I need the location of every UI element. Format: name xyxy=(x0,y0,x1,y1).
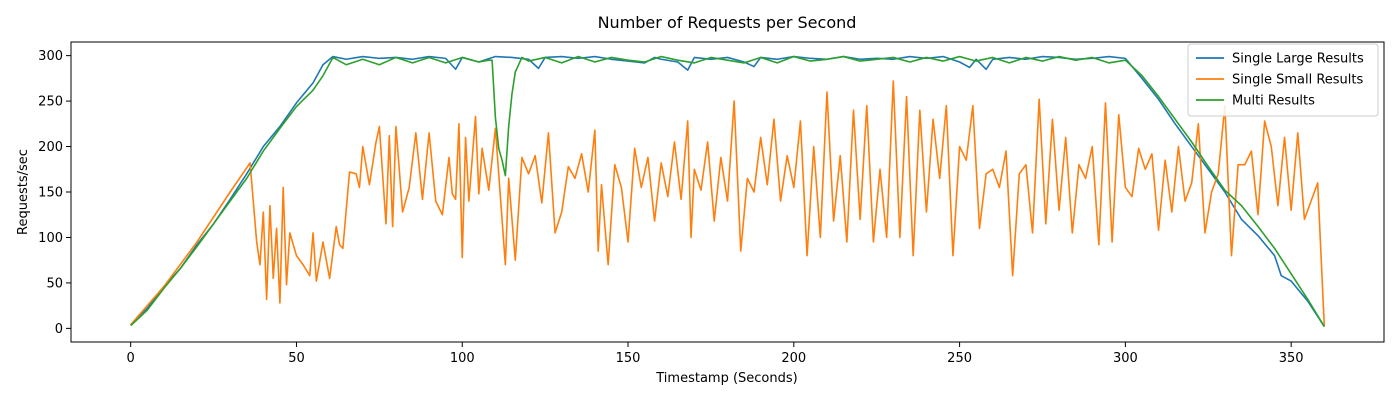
x-axis-label: Timestamp (Seconds) xyxy=(655,371,797,386)
x-tick-label: 200 xyxy=(781,351,806,366)
x-tick-label: 300 xyxy=(1113,351,1138,366)
legend-box xyxy=(1187,43,1379,117)
chart-title: Number of Requests per Second xyxy=(598,13,857,32)
y-tick-label: 100 xyxy=(38,231,63,246)
legend-label: Single Small Results xyxy=(1232,73,1364,88)
legend-label: Single Large Results xyxy=(1232,52,1364,67)
series-line-multi-results xyxy=(130,55,1326,327)
y-axis-label: Requests/sec xyxy=(16,149,31,235)
y-tick-label: 0 xyxy=(55,322,63,337)
x-tick-label: 250 xyxy=(947,351,972,366)
series-line-single-small-results xyxy=(130,80,1326,327)
x-tick-label: 50 xyxy=(288,351,305,366)
x-tick-label: 150 xyxy=(616,351,641,366)
y-axis-ticks: 0 50 100 150 200 250 300 xyxy=(38,49,71,337)
series-layer xyxy=(130,55,1326,327)
legend-label: Multi Results xyxy=(1232,94,1315,109)
legend: Single Large Results Single Small Results… xyxy=(1187,43,1379,117)
x-tick-label: 0 xyxy=(127,351,135,366)
x-axis-ticks: 0 50 100 150 200 250 300 350 xyxy=(127,342,1304,366)
y-tick-label: 50 xyxy=(46,276,63,291)
y-tick-label: 150 xyxy=(38,186,63,201)
y-tick-label: 300 xyxy=(38,49,63,64)
x-tick-label: 100 xyxy=(450,351,475,366)
y-tick-label: 250 xyxy=(38,95,63,110)
y-tick-label: 200 xyxy=(38,140,63,155)
x-tick-label: 350 xyxy=(1279,351,1304,366)
